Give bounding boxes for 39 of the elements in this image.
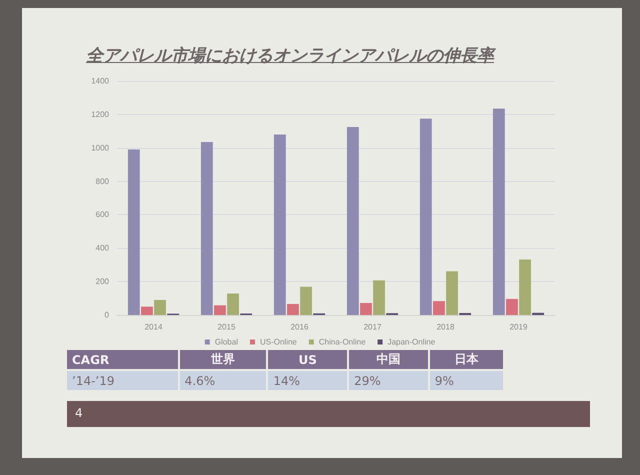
bar: [214, 305, 226, 315]
legend-label: US-Online: [260, 338, 298, 346]
x-tick-label: 2015: [218, 322, 236, 332]
y-tick-label: 0: [104, 310, 110, 320]
bar: [346, 126, 359, 315]
y-tick-label: 400: [96, 244, 110, 253]
y-tick-label: 200: [96, 277, 110, 286]
bar: [506, 298, 518, 315]
x-tick-label: 2016: [290, 322, 309, 332]
chart-title: 全アパレル市場におけるオンラインアパレルの伸長率: [85, 45, 497, 67]
bar: [128, 150, 140, 315]
bar: [360, 302, 372, 315]
x-tick-label: 2019: [510, 322, 528, 332]
x-tick-label: 2017: [364, 322, 382, 332]
bar: [492, 108, 505, 315]
bar: [373, 280, 385, 315]
bar: [200, 142, 213, 315]
y-tick-label: 1000: [91, 143, 110, 152]
bar: [446, 271, 458, 315]
bar: [274, 134, 286, 315]
table: CAGR 世界 US 中国 日本 ’14-’19 4.6% 14% 29% 9%: [67, 350, 505, 392]
bar: [227, 293, 239, 315]
x-tick-label: 2014: [144, 322, 163, 332]
y-tick-label: 600: [96, 210, 110, 220]
y-tick-label: 1200: [91, 110, 110, 119]
y-tick-label: 1400: [91, 76, 110, 86]
bar: [300, 286, 312, 315]
x-tick-label: 2018: [436, 322, 455, 332]
bar: [519, 260, 531, 315]
bar: [154, 300, 166, 315]
legend-label: Japan-Online: [388, 338, 436, 346]
bar: [287, 304, 299, 315]
bar: [433, 301, 445, 315]
bar: [420, 118, 432, 315]
y-tick-label: 800: [96, 176, 110, 186]
text: 4: [75, 406, 83, 420]
legend-label: China-Online: [318, 338, 366, 346]
legend-label: Global: [214, 338, 238, 346]
bar: [141, 306, 153, 315]
